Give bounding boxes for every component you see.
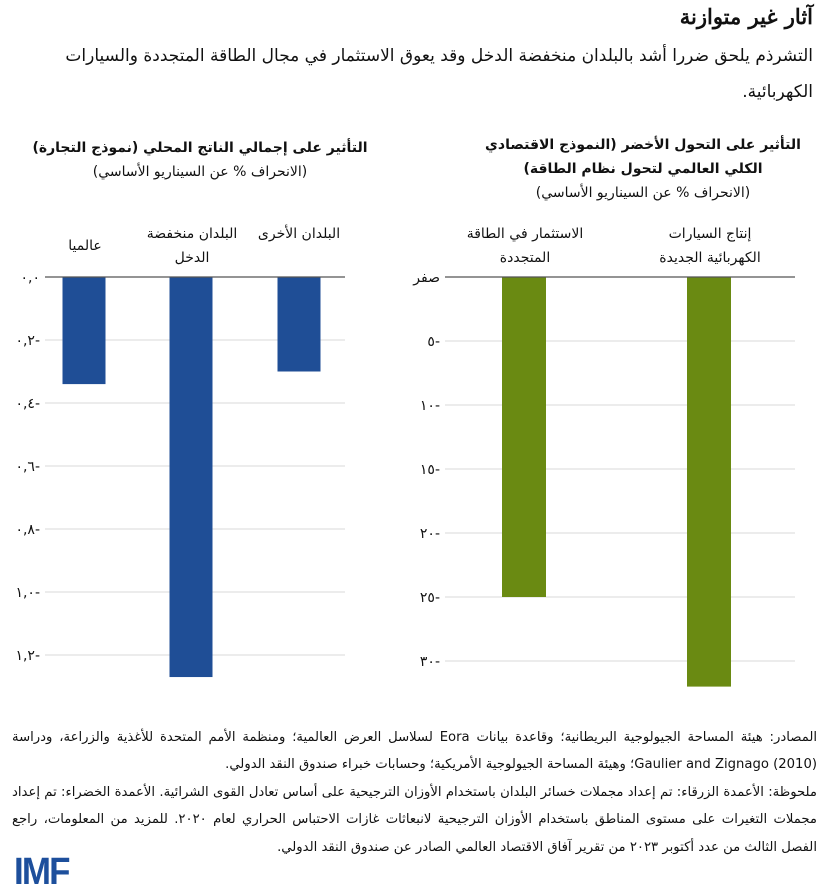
y-tick-label: ٠,٦- [15, 459, 40, 475]
y-tick-label: ٠,٤- [15, 396, 40, 412]
bar [62, 277, 106, 385]
y-tick-label: ٢٥- [420, 590, 440, 606]
chart-right-title-block: التأثير على التحول الأخضر (النموذج الاقت… [478, 133, 808, 205]
category-label-global: عالميا [68, 238, 102, 254]
bar [502, 277, 546, 597]
y-tick-label: ٠,٨- [15, 522, 40, 538]
page-title: آثار غير متوازنة [679, 4, 813, 29]
note-text: ملحوظة: الأعمدة الزرقاء: تم إعداد مجملات… [12, 784, 817, 855]
category-label-low-income: البلدان منخفضة الدخل [146, 226, 238, 266]
bar [169, 277, 213, 678]
y-tick-label: ١,٢- [15, 648, 40, 664]
chart-left-subtitle: (الانحراف % عن السيناريو الأساسي) [92, 164, 308, 180]
y-tick-label: ١٥- [420, 462, 440, 478]
bar [687, 277, 731, 687]
y-tick-label: ٥- [427, 334, 440, 350]
sources-note: المصادر: هيئة المساحة الجيولوجية البريطا… [12, 730, 817, 773]
chart-right-subtitle: (الانحراف % عن السيناريو الأساسي) [535, 185, 751, 201]
footnotes: المصادر: هيئة المساحة الجيولوجية البريطا… [12, 724, 817, 861]
y-tick-label: ٠,٠ [21, 270, 41, 286]
category-label-ev-production: إنتاج السيارات الكهربائية الجديدة [659, 226, 761, 266]
chart-left-title-block: التأثير على إجمالي الناتج المحلي (نموذج … [20, 136, 380, 184]
chart-right-title: التأثير على التحول الأخضر (النموذج الاقت… [485, 137, 801, 177]
category-label-renewable-investment: الاستثمار في الطاقة المتجددة [466, 226, 584, 266]
y-tick-label: ١,٠- [15, 585, 40, 601]
category-label-other-countries: البلدان الأخرى [257, 226, 341, 242]
y-tick-label: صفر [412, 270, 440, 286]
charts-canvas: ٠,٠ ٠,٢- ٠,٤- ٠,٦- ٠,٨- ١,٠- ١,٢- صفر ٥- ١٠- ١٥- ٢٠… [15, 270, 795, 687]
page-subtitle: التشرذم يلحق ضررا أشد بالبلدان منخفضة ال… [65, 46, 813, 102]
imf-logo: IMF [14, 851, 71, 893]
y-tick-label: ١٠- [420, 398, 440, 414]
bar [277, 277, 321, 372]
y-tick-label: ٣٠- [420, 654, 440, 670]
y-tick-label: ٠,٢- [15, 333, 40, 349]
y-tick-label: ٢٠- [420, 526, 440, 542]
chart-left-title: التأثير على إجمالي الناتج المحلي (نموذج … [32, 140, 368, 156]
